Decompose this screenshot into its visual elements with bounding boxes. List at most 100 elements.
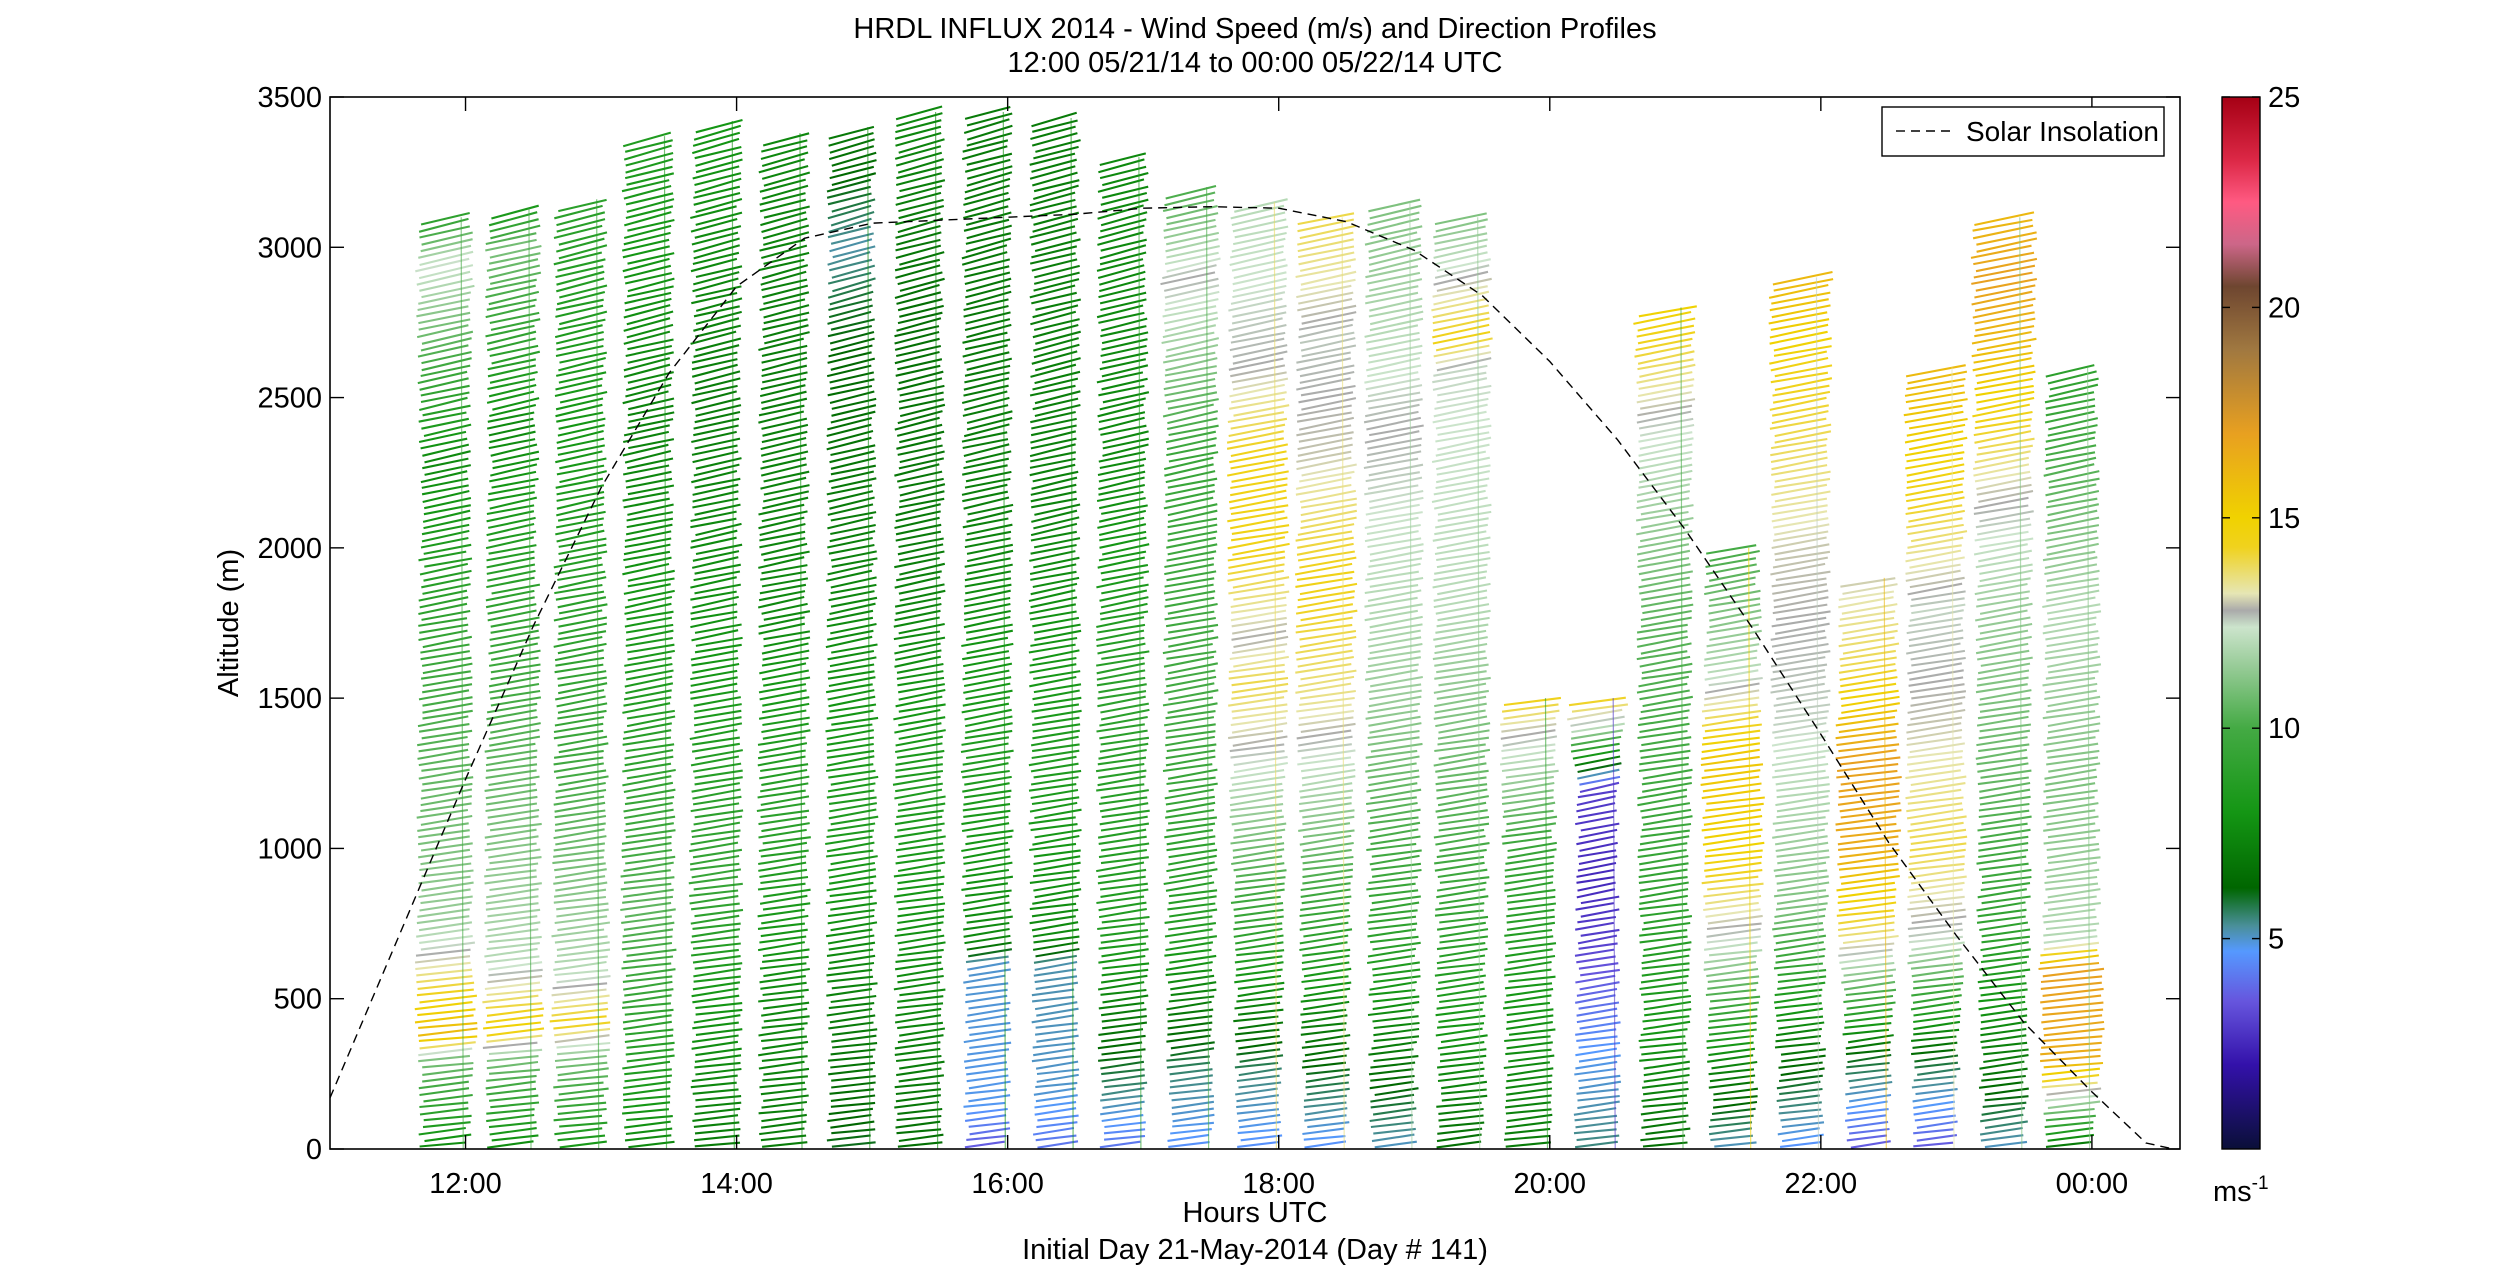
wind-barb xyxy=(1368,889,1419,898)
wind-barb xyxy=(1227,729,1284,740)
wind-barb xyxy=(1165,735,1215,747)
wind-barb xyxy=(2046,868,2100,879)
wind-barb xyxy=(962,803,1011,812)
wind-barb xyxy=(555,304,604,318)
wind-barb xyxy=(1437,729,1490,740)
wind-barb xyxy=(828,1021,874,1030)
wind-barb xyxy=(1367,364,1422,378)
wind-barb xyxy=(1164,915,1213,924)
wind-barb xyxy=(1909,742,1965,754)
wind-barb xyxy=(1097,1041,1143,1050)
wind-barb xyxy=(1034,808,1082,820)
wind-barb xyxy=(1236,1108,1280,1115)
wind-barb xyxy=(1298,251,1355,266)
wind-barb xyxy=(964,477,1011,489)
wind-barb xyxy=(830,210,875,227)
wind-barb xyxy=(758,556,805,569)
wind-barb xyxy=(1975,364,2035,377)
wind-barb xyxy=(2047,516,2100,530)
wind-barb xyxy=(2043,1061,2104,1069)
wind-barb xyxy=(761,1022,808,1029)
wind-barb xyxy=(418,430,467,444)
wind-barb xyxy=(1773,278,1834,292)
wind-barb xyxy=(964,609,1011,622)
wind-barb xyxy=(2048,477,2100,489)
wind-barb xyxy=(1708,1021,1757,1030)
wind-barb xyxy=(1706,967,1759,978)
wind-barb xyxy=(894,722,942,734)
wind-barb xyxy=(1164,463,1214,477)
wind-barb xyxy=(2043,1027,2105,1037)
wind-barb xyxy=(1578,855,1618,866)
wind-barb xyxy=(827,649,875,661)
wind-barb xyxy=(1033,1047,1076,1057)
wind-barb xyxy=(558,622,608,635)
wind-barb xyxy=(1906,808,1964,820)
wind-barb xyxy=(1165,184,1217,200)
wind-barb xyxy=(1097,623,1146,634)
wind-barb xyxy=(1098,901,1147,912)
wind-barb xyxy=(1972,357,2032,372)
wind-barb xyxy=(2046,848,2100,859)
wind-barb xyxy=(829,496,875,510)
wind-barb xyxy=(486,1034,543,1043)
wind-barb xyxy=(758,683,807,694)
wind-barb xyxy=(831,982,878,990)
wind-barb xyxy=(1366,217,1420,233)
wind-barb xyxy=(1096,258,1144,272)
wind-barb xyxy=(1096,304,1144,319)
wind-barb xyxy=(1577,762,1622,774)
wind-barb xyxy=(1098,769,1147,779)
wind-barb xyxy=(1704,828,1763,839)
wind-barb xyxy=(2042,967,2105,978)
wind-barb xyxy=(1980,1113,2024,1123)
wind-barb xyxy=(965,1088,1008,1095)
wind-barb xyxy=(966,152,1013,166)
wind-barb xyxy=(1978,696,2031,707)
wind-barb xyxy=(1577,934,1618,945)
wind-barb xyxy=(1099,251,1147,266)
wind-barb xyxy=(1436,1133,1482,1143)
wind-barb xyxy=(1296,570,1355,581)
wind-barb xyxy=(1231,676,1289,687)
wind-barb xyxy=(1838,782,1900,793)
wind-barb xyxy=(1707,1054,1754,1063)
wind-barb xyxy=(1166,204,1218,220)
wind-barb xyxy=(492,457,540,470)
wind-barb xyxy=(1849,1080,1893,1090)
wind-barb xyxy=(1364,484,1419,496)
wind-barb xyxy=(894,416,940,431)
wind-barb xyxy=(893,888,942,898)
wind-barb xyxy=(1231,524,1290,535)
wind-barb xyxy=(1840,775,1902,786)
wind-barb xyxy=(894,350,940,365)
wind-barb xyxy=(1098,158,1145,174)
wind-barb xyxy=(1908,881,1965,892)
wind-barb xyxy=(1228,317,1283,332)
wind-barb xyxy=(1233,927,1283,938)
wind-barb xyxy=(1580,908,1620,918)
wind-barb xyxy=(894,1047,941,1056)
wind-barb xyxy=(1506,1014,1554,1024)
x-tick-label: 16:00 xyxy=(971,1168,1044,1200)
wind-barb xyxy=(962,868,1010,878)
wind-barb xyxy=(758,841,808,853)
profile-staff xyxy=(1341,217,1345,1149)
wind-barb xyxy=(1980,1027,2027,1037)
wind-barb xyxy=(486,330,537,345)
wind-barb xyxy=(1976,390,2035,404)
wind-barb xyxy=(1367,928,1417,938)
wind-barb xyxy=(558,198,607,213)
wind-barb xyxy=(693,417,740,430)
wind-barb xyxy=(1579,841,1618,852)
wind-barb xyxy=(554,809,606,819)
wind-barb xyxy=(761,955,809,963)
wind-barb xyxy=(1772,769,1826,779)
wind-barb xyxy=(1301,311,1357,325)
wind-barb xyxy=(1369,689,1422,701)
wind-barb xyxy=(830,232,874,245)
wind-barb xyxy=(1235,968,1283,977)
wind-barb xyxy=(1432,311,1490,325)
wind-barb xyxy=(1504,881,1554,892)
wind-barb xyxy=(761,1007,808,1017)
